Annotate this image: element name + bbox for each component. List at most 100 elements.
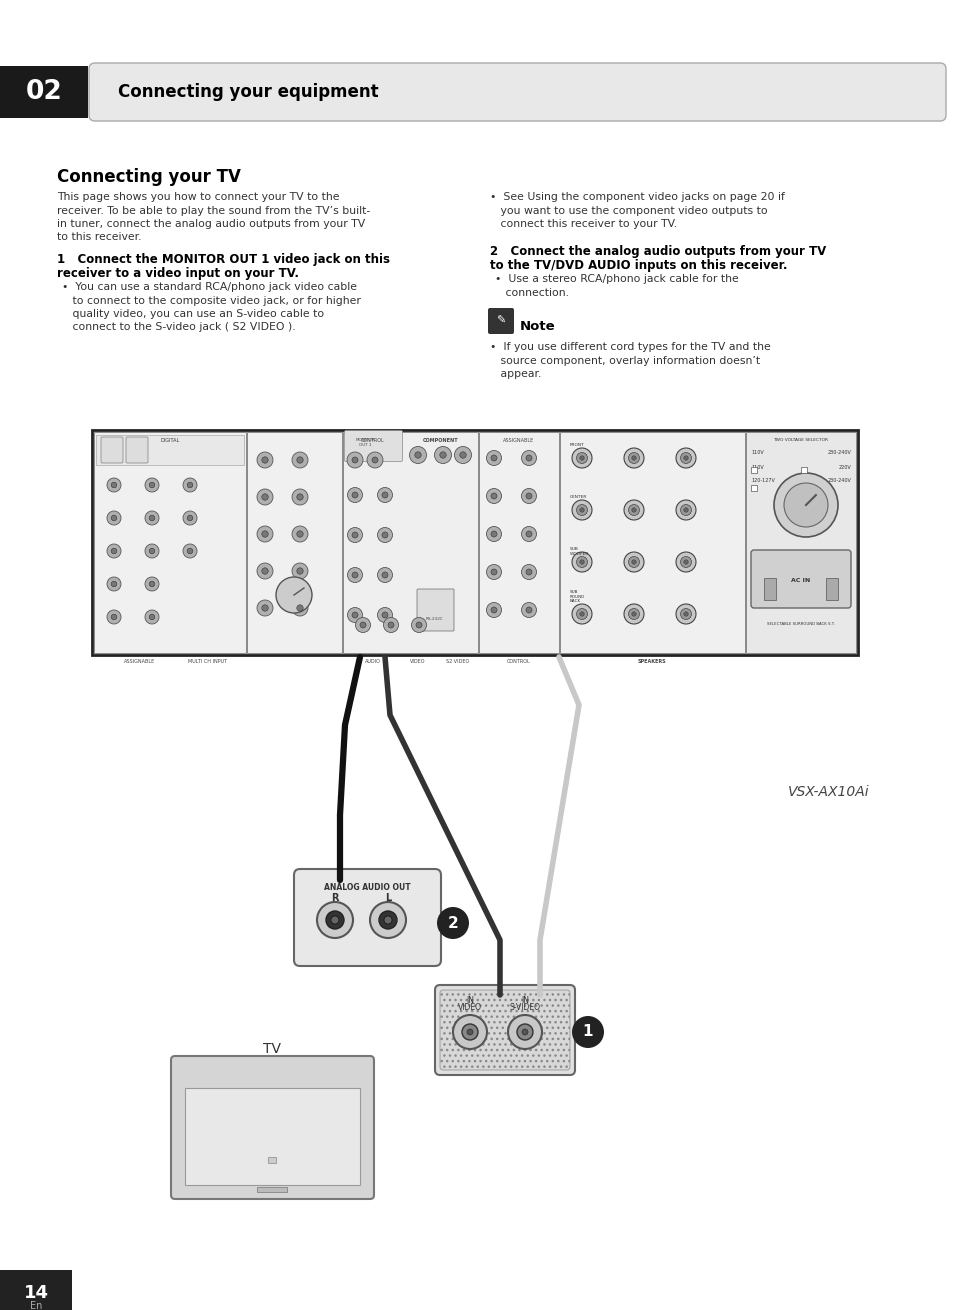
Circle shape [576,452,587,464]
Text: 110V: 110V [750,465,763,470]
Circle shape [383,617,398,633]
Circle shape [296,457,303,464]
Circle shape [256,563,273,579]
Text: AUDIO: AUDIO [365,659,380,664]
Circle shape [187,515,193,521]
Bar [801,466,806,473]
Text: 1: 1 [582,1024,593,1040]
FancyBboxPatch shape [439,990,569,1070]
Circle shape [491,493,497,499]
Bar [96,435,244,465]
Circle shape [683,508,687,512]
Circle shape [517,1024,533,1040]
Circle shape [183,544,196,558]
Text: to this receiver.: to this receiver. [57,232,141,242]
Text: ASSIGNABLE: ASSIGNABLE [124,659,155,664]
Text: ASSIGNABLE: ASSIGNABLE [503,438,534,443]
Circle shape [453,1015,486,1049]
Text: appear.: appear. [490,369,540,379]
Circle shape [377,487,392,503]
Circle shape [145,544,159,558]
Circle shape [683,456,687,460]
Circle shape [370,903,406,938]
Text: quality video, you can use an S-video cable to: quality video, you can use an S-video ca… [62,309,324,320]
Circle shape [683,559,687,565]
Circle shape [491,531,497,537]
Circle shape [256,527,273,542]
FancyBboxPatch shape [435,985,575,1076]
Circle shape [623,552,643,572]
Circle shape [347,528,362,542]
Text: 120-127V: 120-127V [750,478,774,483]
Circle shape [525,493,532,499]
FancyBboxPatch shape [750,550,850,608]
Circle shape [683,612,687,616]
Text: S2 VIDEO: S2 VIDEO [446,659,469,664]
Text: •  See Using the component video jacks on page 20 if: • See Using the component video jacks on… [490,193,784,202]
Circle shape [507,1015,541,1049]
Circle shape [112,614,116,620]
Text: CONTROL: CONTROL [361,438,384,443]
Circle shape [352,457,357,462]
Circle shape [149,515,154,521]
Circle shape [145,576,159,591]
Circle shape [331,916,338,924]
Circle shape [112,548,116,554]
Text: 230-240V: 230-240V [826,451,850,455]
FancyBboxPatch shape [294,869,440,965]
Text: L: L [384,893,391,903]
Bar [247,432,341,652]
Circle shape [572,604,592,624]
Circle shape [149,582,154,587]
Circle shape [292,563,308,579]
Circle shape [521,527,536,541]
FancyBboxPatch shape [488,308,514,334]
Circle shape [256,452,273,468]
Circle shape [377,567,392,583]
Circle shape [676,500,696,520]
Circle shape [107,511,121,525]
Circle shape [525,455,532,461]
Text: DIGITAL: DIGITAL [160,438,179,443]
Circle shape [372,457,377,462]
Circle shape [679,504,691,516]
Circle shape [256,600,273,616]
Circle shape [416,622,421,627]
Text: connect this receiver to your TV.: connect this receiver to your TV. [490,219,677,229]
FancyBboxPatch shape [89,63,945,121]
Circle shape [436,907,469,939]
Circle shape [347,608,362,622]
Circle shape [377,528,392,542]
Circle shape [381,612,388,618]
Bar [256,1187,287,1192]
Circle shape [628,504,639,516]
Circle shape [631,508,636,512]
Text: AC IN: AC IN [791,578,810,583]
Text: COMPONENT: COMPONENT [423,438,458,443]
Circle shape [525,607,532,613]
Circle shape [292,600,308,616]
Circle shape [347,567,362,583]
Circle shape [292,489,308,504]
Bar [91,430,857,655]
Circle shape [367,452,382,468]
Circle shape [631,559,636,565]
Text: RS-232C: RS-232C [426,617,443,621]
Circle shape [572,500,592,520]
Text: SUB
ROUND
BACK: SUB ROUND BACK [569,590,584,603]
Circle shape [486,489,501,503]
Bar [763,578,775,600]
Circle shape [773,473,837,537]
Text: to connect to the composite video jack, or for higher: to connect to the composite video jack, … [62,296,360,305]
Text: IN: IN [465,996,474,1005]
Circle shape [107,576,121,591]
Circle shape [631,456,636,460]
Text: SELECTABLE SURROUND BACK S.T.: SELECTABLE SURROUND BACK S.T. [766,622,834,626]
Text: SUB
WOOFER: SUB WOOFER [569,548,589,555]
Circle shape [486,451,501,465]
Circle shape [454,447,471,464]
Text: CONTROL: CONTROL [507,659,530,664]
Circle shape [623,448,643,468]
Text: VIDEO: VIDEO [457,1003,481,1013]
Circle shape [107,478,121,493]
